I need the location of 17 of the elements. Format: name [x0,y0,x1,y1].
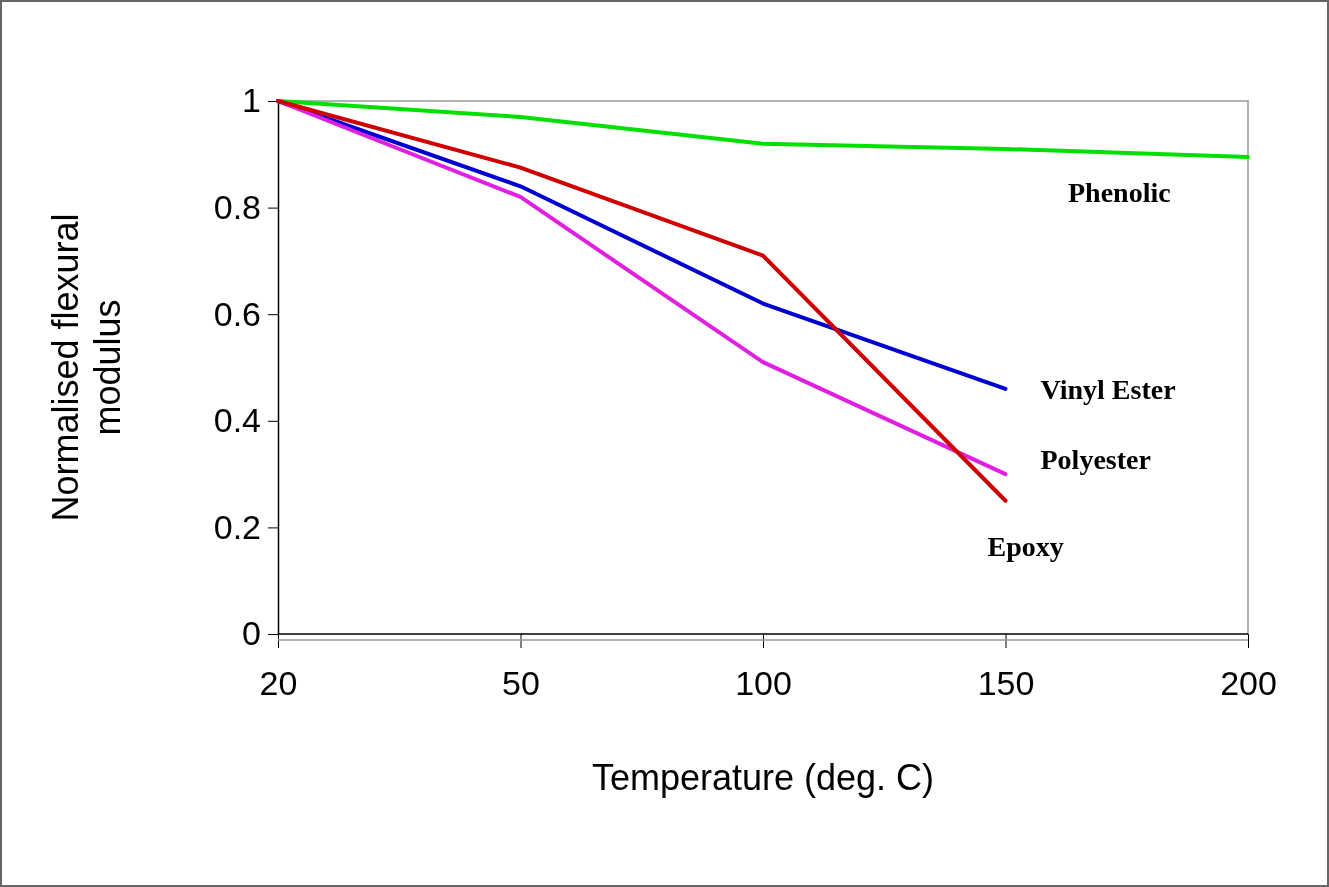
y-tick-label: 0.4 [213,401,261,440]
series-label: Epoxy [987,530,1064,562]
y-tick-label: 0 [242,614,261,653]
x-axis-title: Temperature (deg. C) [591,757,935,798]
x-tick-label: 20 [259,664,298,702]
series-label: Polyester [1040,444,1151,476]
y-tick-label: 0.8 [213,187,261,226]
x-tick-label: 150 [977,664,1035,702]
y-tick-label: 1 [242,81,261,120]
y-axis-title: Normalised flexural modulus [45,213,128,522]
series-label: Phenolic [1068,176,1171,208]
y-tick-label: 0.6 [213,294,261,333]
y-tick-label: 0.2 [213,507,261,546]
x-tick-label: 50 [502,664,540,702]
series-label: Vinyl Ester [1040,373,1176,405]
x-tick-label: 100 [735,664,792,702]
x-tick-label: 200 [1220,664,1277,702]
